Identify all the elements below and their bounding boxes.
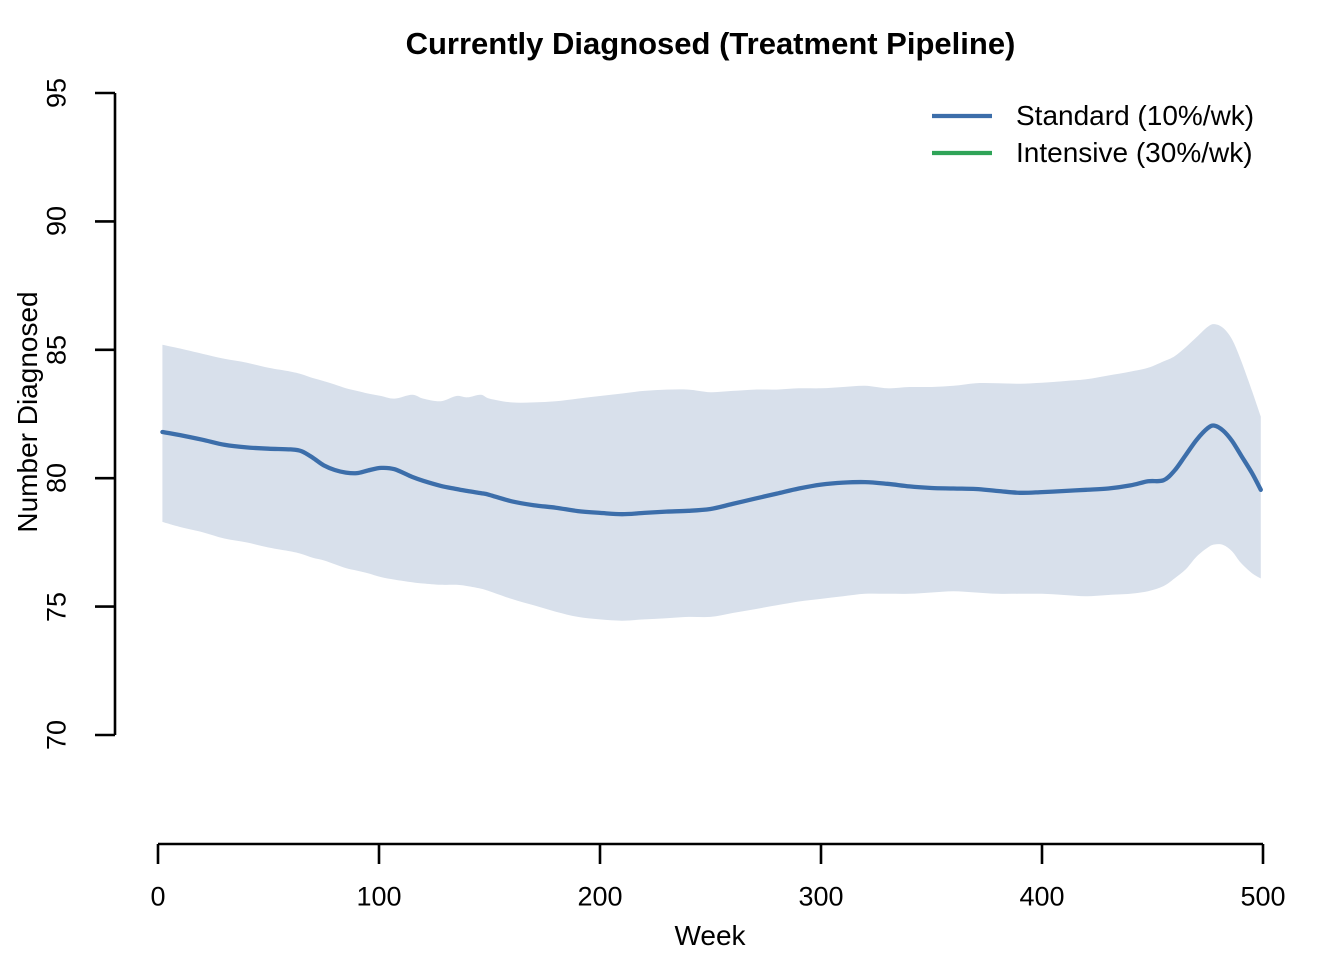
y-tick-label: 70 (41, 719, 72, 751)
x-tick-label: 100 (356, 881, 402, 912)
y-tick-label: 85 (41, 334, 72, 365)
x-tick-label: 500 (1240, 881, 1286, 912)
x-tick-label: 300 (798, 881, 844, 912)
y-tick-label: 80 (41, 463, 72, 494)
x-axis-title: Week (674, 920, 746, 951)
series-line-0 (160, 423, 1263, 517)
x-tick-label: 200 (577, 881, 623, 912)
y-tick-label: 95 (41, 77, 72, 109)
legend-label-intensive: Intensive (30%/wk) (1016, 137, 1253, 168)
confidence-band (162, 324, 1261, 621)
chart-title: Currently Diagnosed (Treatment Pipeline) (405, 26, 1016, 61)
legend-label-standard: Standard (10%/wk) (1016, 100, 1255, 131)
y-axis-title: Number Diagnosed (12, 291, 43, 533)
y-tick-label: 90 (41, 206, 72, 237)
x-tick-label: 400 (1019, 881, 1065, 912)
y-tick-label: 75 (41, 591, 72, 622)
x-tick-label: 0 (150, 881, 166, 912)
